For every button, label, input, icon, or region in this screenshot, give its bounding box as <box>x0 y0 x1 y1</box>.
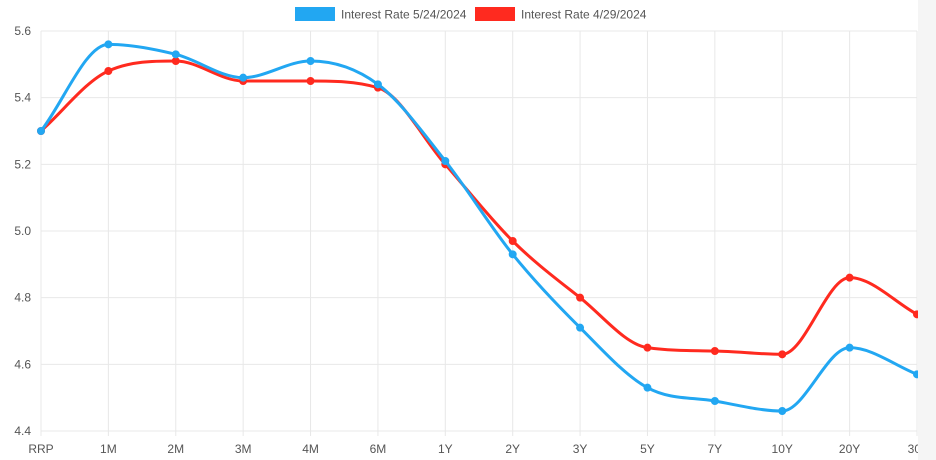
x-tick-label: 20Y <box>839 442 860 456</box>
data-point[interactable] <box>710 347 719 355</box>
data-point[interactable] <box>239 73 248 82</box>
x-tick-label: 4M <box>302 442 319 456</box>
data-point[interactable] <box>643 343 652 352</box>
data-point[interactable] <box>171 50 180 59</box>
x-tick-label: 3M <box>235 442 252 456</box>
data-point[interactable] <box>710 397 719 405</box>
x-axis-ticks: RRP1M2M3M4M6M1Y2Y3Y5Y7Y10Y20Y30Y <box>28 442 929 456</box>
x-tick-label: 1M <box>100 442 117 456</box>
x-tick-label: 7Y <box>708 442 723 456</box>
data-point[interactable] <box>373 80 382 89</box>
data-point[interactable] <box>576 323 585 332</box>
y-tick-label: 5.6 <box>14 24 31 38</box>
x-tick-label: 6M <box>370 442 387 456</box>
data-point[interactable] <box>171 57 180 65</box>
data-point[interactable] <box>643 383 652 392</box>
y-tick-label: 5.4 <box>14 91 31 105</box>
legend-swatch <box>475 7 515 21</box>
x-tick-label: 2Y <box>505 442 520 456</box>
data-point[interactable] <box>508 250 517 259</box>
data-point[interactable] <box>845 343 854 352</box>
data-point[interactable] <box>778 350 787 359</box>
side-strip <box>918 0 936 460</box>
legend-label: Interest Rate 4/29/2024 <box>521 8 647 22</box>
y-tick-label: 4.6 <box>14 357 31 371</box>
y-tick-label: 5.0 <box>14 224 31 238</box>
y-tick-label: 4.8 <box>14 291 31 305</box>
y-axis-ticks: 5.6 5.4 5.2 5.0 4.8 4.6 4.4 <box>14 24 31 438</box>
x-tick-label: 5Y <box>640 442 655 456</box>
x-tick-label: RRP <box>28 442 53 456</box>
data-point[interactable] <box>845 273 854 282</box>
x-tick-label: 10Y <box>772 442 793 456</box>
x-tick-label: 1Y <box>438 442 453 456</box>
data-point[interactable] <box>306 77 315 85</box>
legend-item[interactable]: Interest Rate 4/29/2024 <box>475 7 647 22</box>
grid <box>40 30 918 436</box>
x-tick-label: 2M <box>167 442 184 456</box>
data-point[interactable] <box>306 57 315 65</box>
y-tick-label: 4.4 <box>14 424 31 438</box>
data-point[interactable] <box>778 407 787 415</box>
x-tick-label: 3Y <box>573 442 588 456</box>
data-point[interactable] <box>441 157 450 165</box>
series-lines <box>37 40 921 415</box>
legend-swatch <box>295 7 335 21</box>
y-tick-label: 5.2 <box>14 157 31 171</box>
data-point[interactable] <box>104 67 113 75</box>
legend-label: Interest Rate 5/24/2024 <box>341 8 467 22</box>
data-point[interactable] <box>508 237 517 245</box>
data-point[interactable] <box>37 127 45 135</box>
legend[interactable]: Interest Rate 5/24/2024 Interest Rate 4/2… <box>295 7 647 22</box>
legend-item[interactable]: Interest Rate 5/24/2024 <box>295 7 467 22</box>
series-1 <box>37 40 921 415</box>
data-point[interactable] <box>104 40 113 49</box>
data-point[interactable] <box>576 293 585 302</box>
